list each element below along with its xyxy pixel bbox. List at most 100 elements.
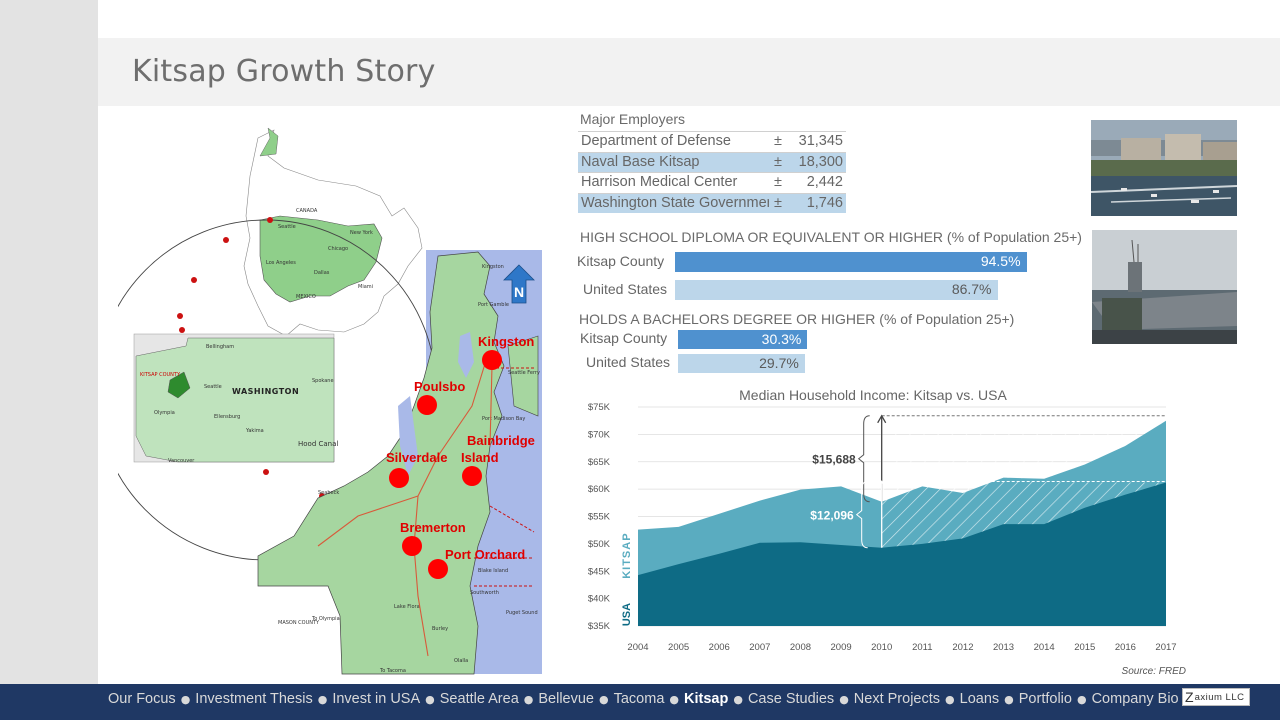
y-tick-label: $60K (588, 484, 611, 495)
y-tick-label: $55K (588, 512, 611, 523)
income-chart: Median Household Income: Kitsap vs. USA … (578, 384, 1192, 680)
hs-bar-kitsap: 94.5% (675, 252, 1027, 272)
city-label-poulsbo: Poulsbo (414, 379, 466, 394)
map-region-label: Port Gamble (478, 302, 509, 308)
x-tick-label: 2011 (912, 642, 932, 653)
city-label-bremerton: Bremerton (400, 520, 466, 535)
x-tick-label: 2007 (749, 642, 770, 653)
inlet-water (458, 332, 474, 378)
nav-link-seattle-area[interactable]: Seattle Area (439, 691, 519, 707)
ba-bar-us: 29.7% (678, 354, 805, 373)
kitsap-map: CANADA Seattle New York Chicago Los Ange… (118, 116, 570, 676)
map-region-label: KITSAP COUNTY (140, 372, 181, 378)
city-label-silverdale: Silverdale (386, 450, 448, 465)
nav-separator: ● (599, 692, 609, 706)
ba-label-us: United States (586, 354, 671, 370)
map-region-label: Port Madison Bay (482, 416, 525, 422)
map-region-label: WASHINGTON (232, 387, 299, 396)
washington-state-shape (135, 337, 335, 463)
nav-separator: ● (945, 692, 955, 706)
nav-link-bellevue[interactable]: Bellevue (538, 691, 594, 707)
employer-name: Washington State Government (581, 194, 769, 211)
hs-label-kitsap: Kitsap County (577, 253, 665, 269)
employer-count: 31,345 (798, 133, 843, 149)
nav-link-investment-thesis[interactable]: Investment Thesis (195, 691, 313, 707)
map-region-label: Ellensburg (214, 414, 240, 420)
kingston-dot (482, 350, 502, 370)
map-region-label: To Tacoma (379, 668, 406, 674)
annotation-brace (855, 480, 868, 549)
employer-count: 18,300 (798, 153, 843, 170)
employer-name: Department of Defense (581, 133, 731, 149)
x-tick-label: 2010 (871, 642, 892, 653)
x-tick-label: 2014 (1034, 642, 1055, 653)
map-region-label: Dallas (314, 270, 330, 276)
nav-separator: ● (839, 692, 849, 706)
nav-link-invest-in-usa[interactable]: Invest in USA (332, 691, 421, 707)
bainbridge-dot (462, 466, 482, 486)
bainbridge-island (507, 335, 539, 417)
employer-plusminus: ± (774, 133, 782, 149)
ba-bar-kitsap: 30.3% (678, 330, 808, 349)
city-label-kingston: Kingston (478, 334, 535, 349)
x-tick-label: 2008 (790, 642, 811, 653)
ferry-routes (474, 367, 535, 587)
employer-row: Naval Base Kitsap ± 18,300 (578, 151, 846, 172)
nav-separator: ● (1076, 692, 1087, 706)
series-label-usa: USA (621, 603, 633, 626)
city-label-bainbridge: Bainbridge (467, 433, 535, 448)
city-label-island: Island (461, 450, 499, 465)
nav-link-next-projects[interactable]: Next Projects (853, 691, 941, 707)
map-region-label: CANADA (296, 208, 318, 214)
ba-value-us: 29.7% (759, 355, 799, 371)
hs-bar-us: 86.7% (675, 280, 998, 300)
silverdale-dot (389, 468, 409, 488)
map-region-label: Olympia (154, 410, 175, 416)
map-region-label: Puget Sound (506, 610, 538, 616)
nav-link-kitsap[interactable]: Kitsap (684, 691, 729, 707)
x-tick-label: 2009 (831, 642, 852, 653)
employer-row: Department of Defense ± 31,345 (578, 131, 846, 152)
logo-initial: Z (1185, 689, 1194, 705)
x-tick-label: 2004 (627, 642, 648, 653)
logo-text: axium LLC (1194, 691, 1245, 703)
waterfront-image (1091, 120, 1237, 216)
hatched-gap-region-usa (881, 481, 1166, 548)
map-region-label: Seattle (278, 224, 296, 230)
hs-title: HIGH SCHOOL DIPLOMA OR EQUIVALENT OR HIG… (580, 229, 1082, 245)
hs-value-us: 86.7% (951, 281, 992, 297)
map-region-label: Seattle (204, 384, 222, 390)
nav-separator: ● (317, 692, 328, 706)
map-region-label: New York (350, 230, 373, 236)
kitsap-county-shape (167, 371, 191, 399)
annotation-label: $12,096 (810, 509, 854, 523)
nav-link-portfolio[interactable]: Portfolio (1018, 691, 1072, 707)
employer-plusminus: ± (774, 174, 782, 190)
employer-name: Harrison Medical Center (581, 174, 738, 190)
city-markers (389, 350, 502, 579)
map-region-label: Burley (432, 626, 448, 632)
carrier-image (1092, 230, 1237, 344)
map-region-label: Miami (358, 284, 373, 290)
left-rail (0, 0, 98, 684)
nav-separator: ● (180, 692, 191, 706)
nav-link-case-studies[interactable]: Case Studies (747, 691, 835, 707)
y-tick-label: $40K (588, 594, 611, 605)
nav-separator: ● (1004, 692, 1014, 706)
series-area-usa (638, 482, 1166, 626)
map-region-label: To Olympia (311, 616, 340, 622)
nav-link-loans[interactable]: Loans (959, 691, 1000, 707)
nav-link-our-focus[interactable]: Our Focus (108, 691, 176, 707)
map-region-label: Blake Island (478, 568, 508, 574)
north-arrow-icon: N (503, 264, 535, 304)
x-tick-label: 2005 (668, 642, 689, 653)
page-title: Kitsap Growth Story (132, 54, 436, 89)
ba-title: HOLDS A BACHELORS DEGREE OR HIGHER (% of… (579, 311, 1015, 327)
x-tick-label: 2017 (1155, 642, 1176, 653)
map-region-label: Chicago (328, 246, 348, 252)
footer-bar (0, 684, 1280, 720)
employers-table: Department of Defense ± 31,345 Naval Bas… (578, 131, 846, 213)
employer-name: Naval Base Kitsap (581, 153, 700, 170)
nav-link-company-bio[interactable]: Company Bio (1091, 691, 1179, 707)
nav-link-tacoma[interactable]: Tacoma (613, 691, 665, 707)
